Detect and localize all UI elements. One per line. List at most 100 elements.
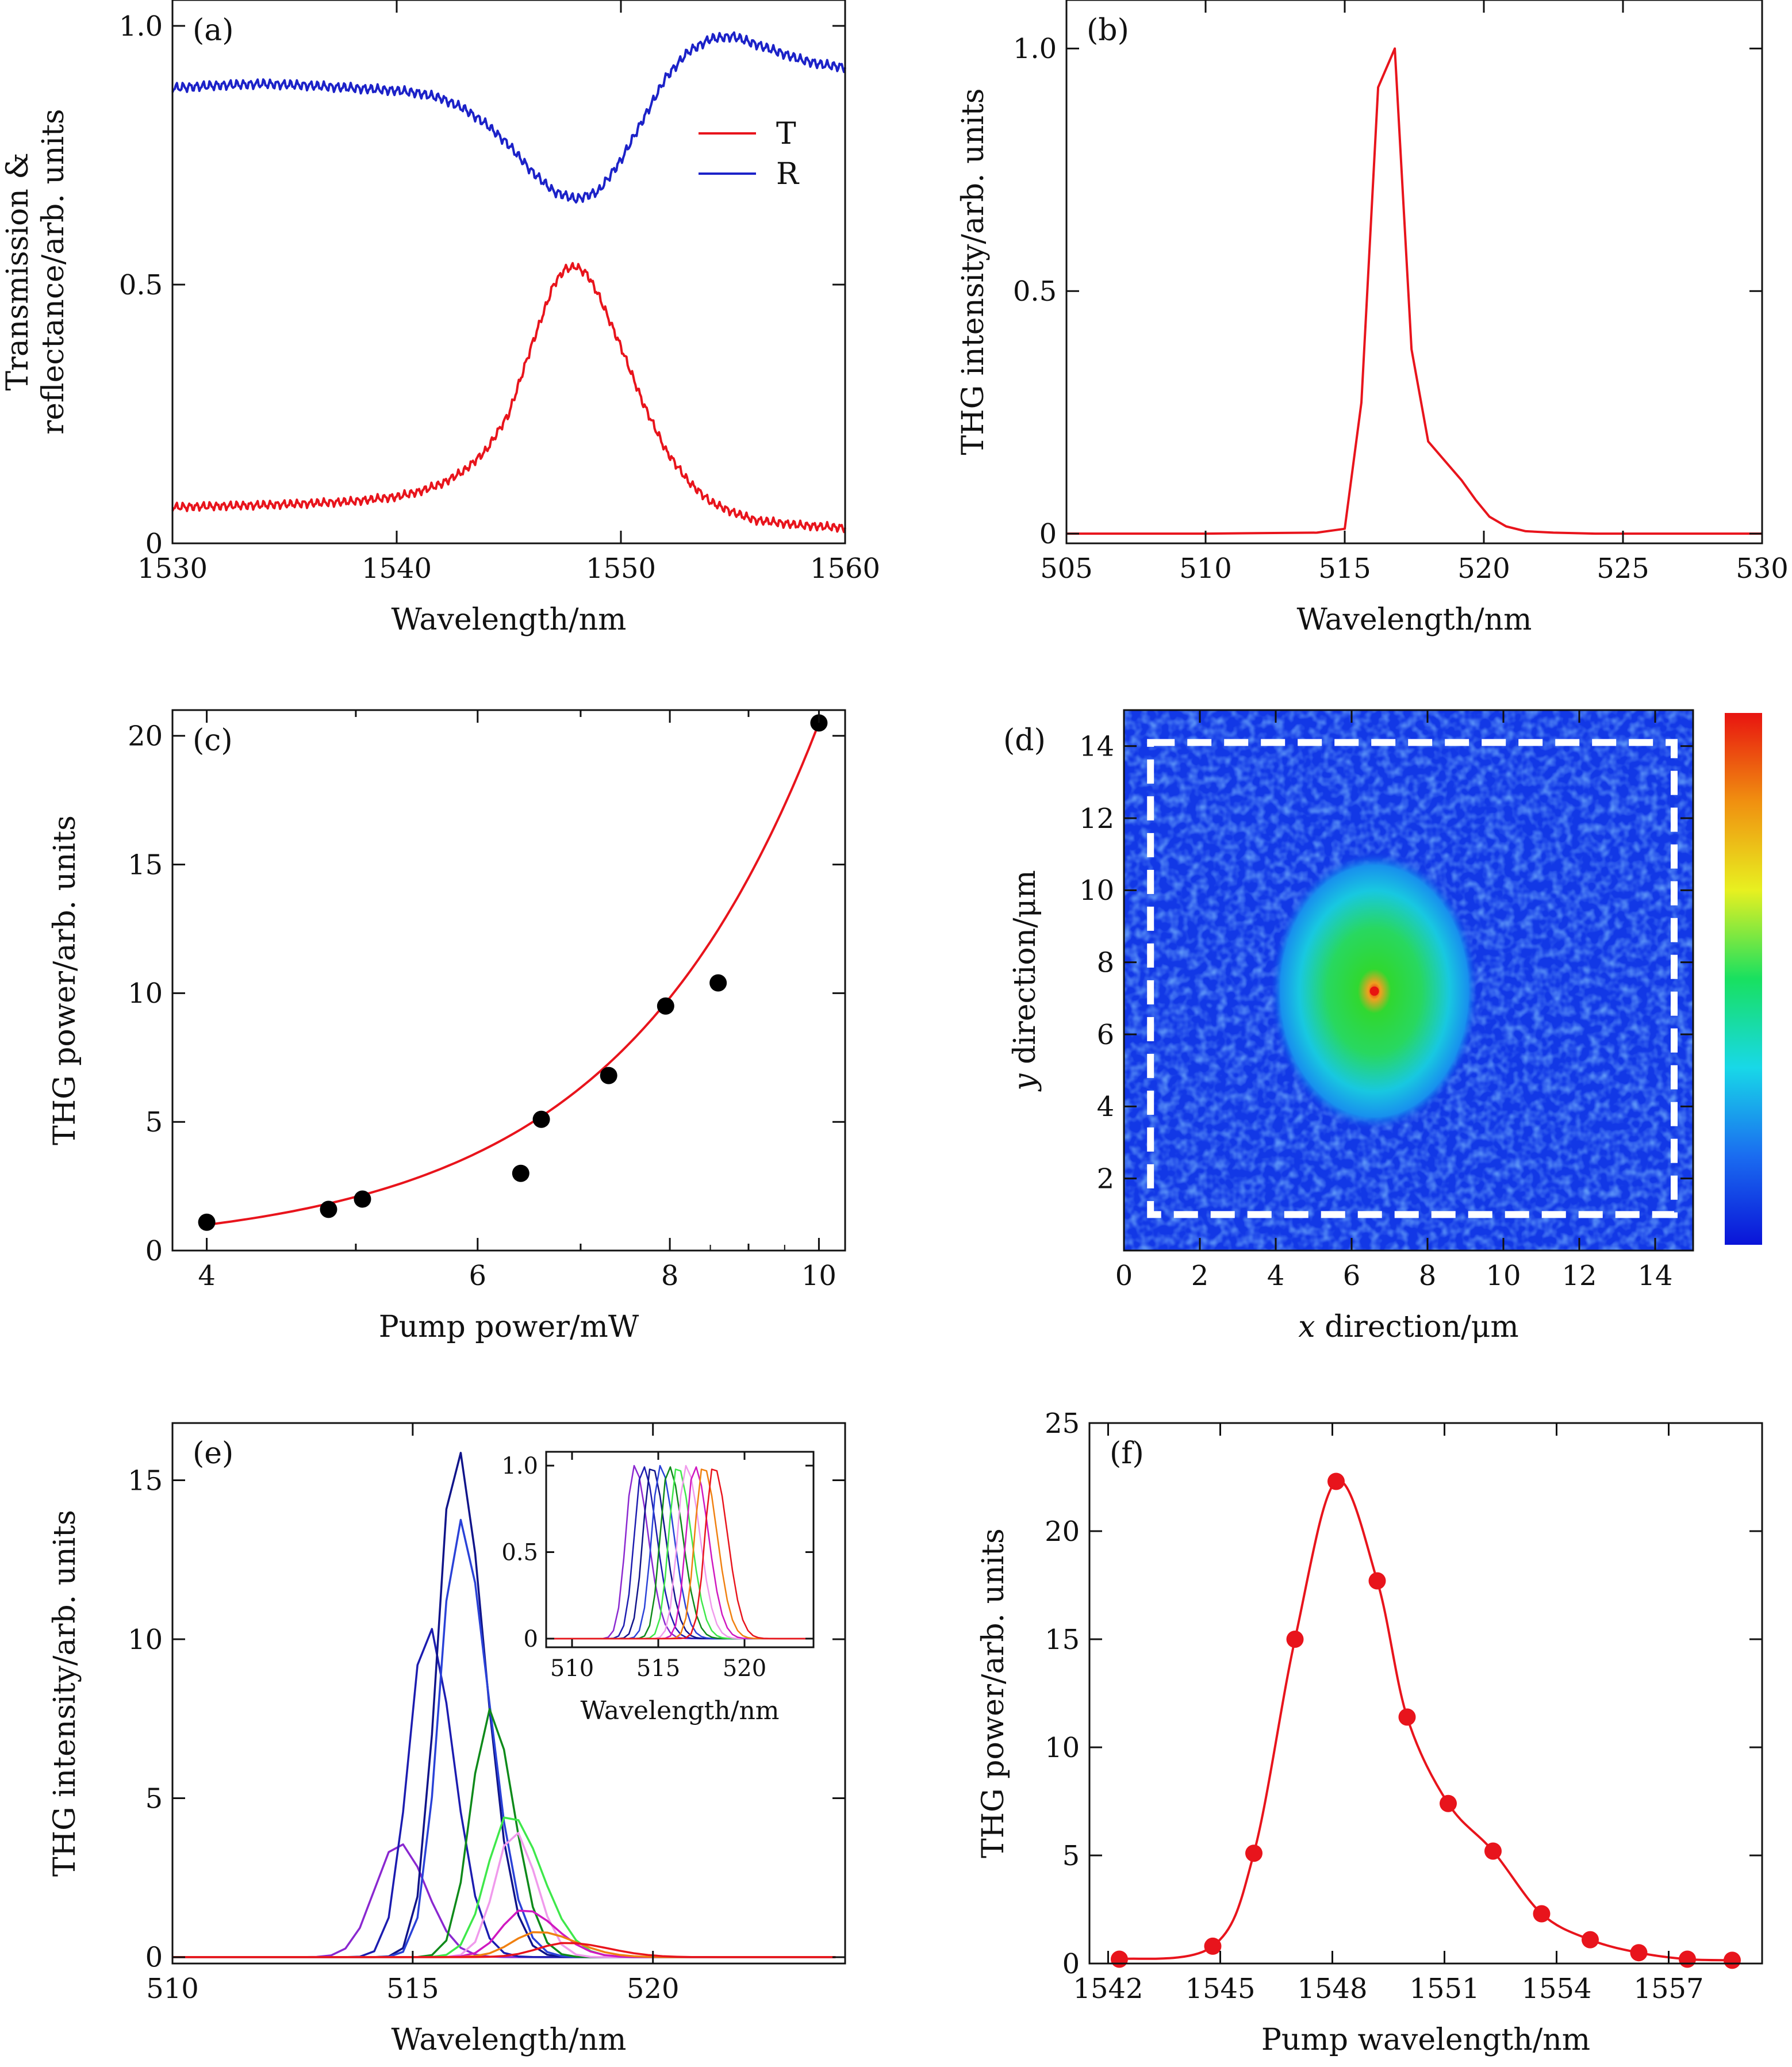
x-axis-label: Wavelength/nm — [392, 603, 627, 637]
y-axis-label: THG intensity/arb. units — [48, 1510, 82, 1877]
y-tick-label: 20 — [128, 720, 163, 753]
y-tick-label: 6 — [1097, 1019, 1115, 1051]
axes-frame — [171, 709, 846, 1252]
x-tick-label: 1542 — [1073, 1973, 1143, 2005]
fit-curve — [206, 722, 820, 1226]
x-tick-label: 505 — [1040, 553, 1093, 585]
data-point — [1111, 1950, 1128, 1968]
x-axis-label: Wavelength/nm — [1297, 603, 1532, 637]
y-tick-label: 0 — [524, 1626, 538, 1652]
panel-label: (b) — [1087, 13, 1129, 48]
y-tick-label: 15 — [128, 849, 163, 881]
y-tick-label: 0.5 — [1013, 275, 1057, 308]
y-tick-label: 10 — [128, 1624, 163, 1656]
x-tick-label: 515 — [386, 1973, 439, 2005]
series-line-7 — [172, 1832, 836, 1958]
y-tick-label: 10 — [1079, 875, 1114, 907]
panel-label: (c) — [193, 723, 233, 758]
y-axis-label: THG intensity/arb. units — [956, 89, 991, 455]
panel-c: 4 6 8 10 0 5 10 15 20 Pump power/mW THG power/arb.… — [48, 709, 846, 1344]
y-tick-label: 0 — [145, 1235, 163, 1267]
y-axis-label: Transmission & — [1, 152, 35, 390]
x-tick-label: 510 — [1179, 553, 1232, 585]
x-tick-label: 520 — [723, 1655, 766, 1682]
panel-label: (d) — [1003, 723, 1046, 758]
data-point — [532, 1110, 550, 1128]
x-tick-label: 6 — [1343, 1260, 1361, 1292]
data-point — [354, 1190, 371, 1208]
series-line-T — [171, 262, 846, 534]
x-tick-label: 1540 — [362, 553, 432, 585]
y-tick-label: 5 — [1062, 1840, 1080, 1872]
panel-b: 505 510 515 520 525 530 0 0.5 1.0 Wavelength/nm TH… — [956, 0, 1789, 637]
data-point — [600, 1067, 617, 1084]
x-tick-label: 1554 — [1521, 1973, 1591, 2005]
data-point — [1724, 1951, 1741, 1969]
y-tick-label: 0 — [145, 1942, 163, 1974]
x-tick-label: 515 — [636, 1655, 680, 1682]
y-tick-label: 0.5 — [501, 1540, 538, 1566]
series-line-10 — [172, 1942, 836, 1958]
data-point — [1679, 1950, 1696, 1968]
series-line-8 — [172, 1909, 836, 1958]
x-tick-label: 14 — [1637, 1260, 1672, 1292]
x-axis-label-variable: x — [1298, 1310, 1315, 1344]
x-axis-label: Pump wavelength/nm — [1261, 2023, 1590, 2057]
x-tick-label: 525 — [1597, 553, 1649, 585]
x-tick-label: 520 — [627, 1973, 680, 2005]
y-tick-label: 15 — [1045, 1624, 1080, 1656]
y-tick-label: 14 — [1079, 730, 1114, 762]
data-point — [1533, 1905, 1551, 1923]
data-point — [512, 1164, 529, 1182]
panel-a: 1530 1540 1550 1560 0 0.5 1.0 Wavelength/nm Tran… — [1, 0, 880, 637]
x-tick-label: 10 — [801, 1260, 836, 1292]
y-tick-label: 20 — [1045, 1516, 1080, 1548]
heatmap-spot-core — [1369, 986, 1379, 996]
x-axis-label: Pump power/mW — [379, 1310, 639, 1344]
x-axis-label: Wavelength/nm — [392, 2023, 627, 2057]
panel-label: (a) — [193, 13, 234, 48]
axes-frame — [171, 1422, 846, 1965]
x-tick-label: 1551 — [1409, 1973, 1479, 2005]
data-point — [198, 1213, 216, 1231]
x-tick-label: 8 — [661, 1260, 679, 1292]
series-line-R — [171, 31, 846, 204]
data-point — [1630, 1944, 1648, 1962]
y-axis-label: y direction/μm — [1008, 870, 1042, 1092]
x-axis-label-text: direction/μm — [1315, 1310, 1519, 1344]
y-axis-label: THG power/arb. units — [976, 1528, 1011, 1858]
x-tick-label: 1557 — [1633, 1973, 1703, 2005]
y-tick-label: 8 — [1097, 946, 1115, 979]
inset-series-line-10 — [546, 1468, 810, 1640]
panel-label: (f) — [1110, 1436, 1144, 1471]
x-tick-label: 1560 — [810, 553, 880, 585]
x-tick-label: 4 — [198, 1260, 216, 1292]
x-tick-label: 530 — [1736, 553, 1789, 585]
legend-label-T: T — [776, 117, 796, 151]
x-tick-label: 0 — [1115, 1260, 1133, 1292]
y-tick-label: 1.0 — [501, 1453, 538, 1479]
y-tick-label: 1.0 — [1013, 33, 1057, 65]
series-line — [1066, 47, 1762, 535]
x-tick-label: 1550 — [586, 553, 656, 585]
y-axis-label: THG power/arb. units — [48, 815, 82, 1145]
y-tick-label: 5 — [145, 1106, 163, 1138]
axes-frame — [1065, 0, 1763, 544]
y-axis-label: reflectance/arb. units — [36, 109, 71, 434]
inset-x-axis-label: Wavelength/nm — [580, 1696, 779, 1725]
colorbar — [1725, 713, 1762, 1245]
axes-frame — [1123, 709, 1694, 1252]
data-point — [1327, 1472, 1345, 1490]
y-tick-label: 15 — [128, 1464, 163, 1497]
series-line-1 — [172, 1843, 836, 1958]
panel-f: 1542 1545 1548 1551 1554 1557 0 5 10 15 20 25 Pump w… — [976, 1408, 1763, 2057]
data-point — [1440, 1794, 1457, 1812]
y-tick-label: 4 — [1097, 1091, 1115, 1123]
data-point — [657, 997, 674, 1015]
legend-label-R: R — [776, 157, 800, 191]
data-point — [709, 974, 727, 992]
x-tick-label: 520 — [1457, 553, 1510, 585]
x-tick-label: 2 — [1191, 1260, 1209, 1292]
